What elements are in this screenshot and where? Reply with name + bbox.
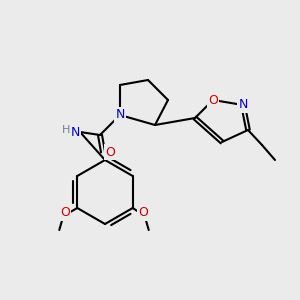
Text: O: O (208, 94, 218, 106)
Text: O: O (138, 206, 148, 220)
Text: H: H (62, 125, 70, 135)
Text: O: O (60, 206, 70, 220)
Text: N: N (115, 109, 125, 122)
Text: N: N (70, 125, 80, 139)
Text: O: O (105, 146, 115, 158)
Text: N: N (238, 98, 248, 112)
